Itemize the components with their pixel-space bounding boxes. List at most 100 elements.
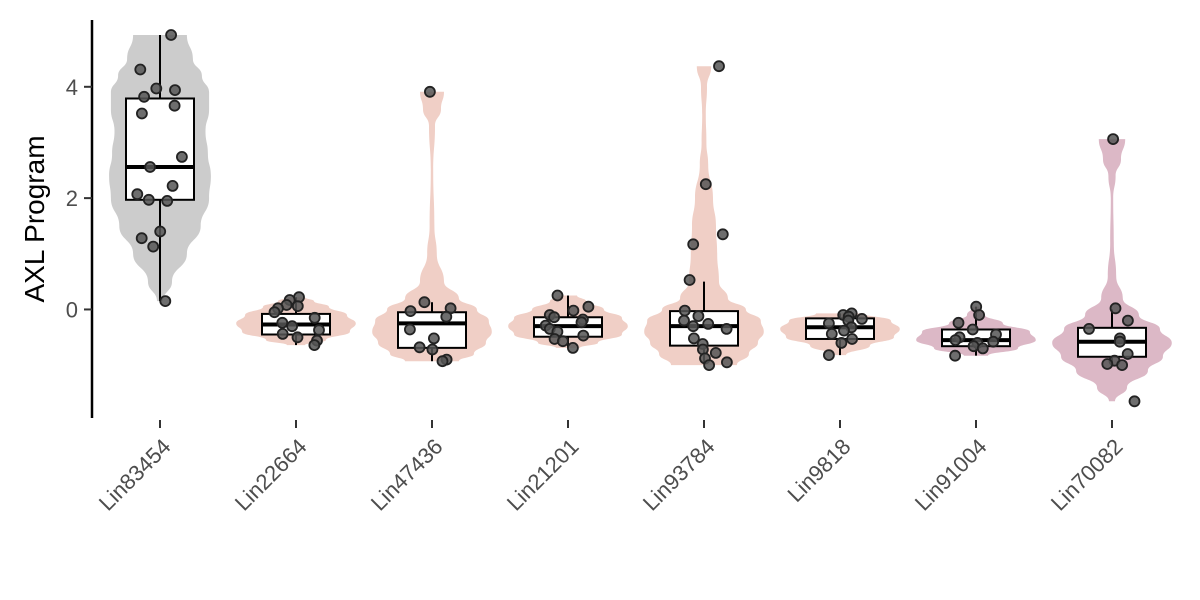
- data-point: [949, 349, 961, 362]
- x-tick-label: Lin47436: [366, 434, 448, 516]
- x-tick-label: Lin9818: [782, 434, 855, 507]
- data-point: [687, 320, 700, 333]
- data-point: [1121, 348, 1134, 360]
- data-point: [135, 232, 148, 245]
- y-tick-label: 0: [66, 297, 78, 322]
- x-axis-ticks: Lin83454 Lin22664 Lin47436 Lin21201 Lin93784…: [94, 420, 1128, 516]
- y-axis-title: AXL Program: [19, 135, 50, 302]
- data-point: [291, 331, 304, 344]
- data-point: [1116, 359, 1128, 372]
- y-axis-ticks: 0 2 4: [66, 75, 92, 322]
- y-tick-label: 2: [66, 186, 78, 211]
- data-point: [835, 336, 848, 349]
- x-tick-label: Lin21201: [502, 434, 584, 516]
- violin-layer: [109, 35, 1172, 402]
- data-point: [403, 323, 416, 336]
- data-point: [551, 289, 564, 302]
- data-point: [313, 324, 325, 337]
- data-point: [138, 90, 151, 103]
- data-point: [567, 304, 580, 317]
- data-point: [169, 84, 181, 96]
- data-point: [134, 63, 147, 76]
- x-tick-label: Lin91004: [910, 434, 992, 516]
- data-point: [709, 346, 722, 359]
- violin-Lin47436: [372, 91, 492, 362]
- data-point: [687, 238, 700, 251]
- data-point: [699, 178, 712, 191]
- data-point: [721, 356, 733, 369]
- data-point: [440, 310, 453, 323]
- x-tick-label: Lin83454: [94, 434, 176, 516]
- data-point: [966, 323, 979, 336]
- data-point: [1083, 322, 1095, 335]
- data-point: [135, 107, 148, 120]
- data-point: [165, 29, 178, 41]
- data-point: [976, 342, 989, 355]
- data-point: [131, 188, 144, 201]
- data-point: [276, 327, 289, 340]
- data-point: [713, 60, 725, 73]
- data-point: [716, 228, 729, 241]
- data-point: [1107, 133, 1119, 146]
- data-point: [838, 324, 850, 337]
- data-point: [168, 99, 181, 112]
- data-point: [1113, 335, 1126, 348]
- data-point: [166, 179, 179, 192]
- data-point: [973, 309, 985, 321]
- data-point: [276, 316, 289, 329]
- data-point: [175, 150, 188, 163]
- data-point: [952, 316, 965, 329]
- data-point: [1101, 358, 1114, 370]
- data-point: [692, 310, 705, 323]
- data-point: [286, 320, 299, 333]
- data-point: [846, 333, 858, 345]
- data-point: [161, 194, 174, 207]
- box-Lin83454: [125, 97, 195, 201]
- data-point: [291, 300, 304, 313]
- data-point: [418, 296, 431, 309]
- data-point: [548, 311, 560, 324]
- data-point: [678, 314, 690, 327]
- data-point: [825, 327, 838, 340]
- data-point: [567, 341, 579, 354]
- data-point: [159, 295, 172, 308]
- data-point: [582, 300, 595, 313]
- data-point: [268, 306, 281, 319]
- data-point: [1128, 395, 1141, 408]
- data-point: [142, 193, 155, 206]
- data-point: [703, 359, 715, 372]
- x-tick-label: Lin22664: [230, 434, 312, 516]
- x-tick-label: Lin70082: [1046, 434, 1128, 516]
- data-point: [308, 311, 321, 324]
- data-point: [147, 240, 160, 253]
- data-point: [150, 82, 163, 95]
- data-point: [1109, 302, 1122, 315]
- data-point: [987, 335, 1000, 348]
- violin-Lin93784: [644, 66, 764, 366]
- data-point: [404, 305, 417, 318]
- data-point: [683, 274, 696, 286]
- y-tick-label: 4: [66, 75, 78, 100]
- data-point: [436, 355, 449, 368]
- data-point: [575, 316, 588, 329]
- data-point: [154, 225, 167, 238]
- data-point: [678, 304, 691, 317]
- data-point: [144, 161, 157, 173]
- points-layer: [131, 29, 1141, 408]
- data-point: [823, 317, 835, 330]
- data-point: [426, 343, 439, 356]
- data-point: [823, 349, 835, 362]
- data-point: [557, 335, 569, 348]
- x-tick-label: Lin93784: [638, 434, 720, 516]
- data-point: [702, 317, 715, 330]
- data-point: [856, 312, 868, 325]
- data-point: [577, 329, 590, 342]
- data-point: [949, 334, 962, 347]
- data-point: [427, 332, 440, 345]
- data-point: [688, 332, 700, 345]
- data-point: [720, 322, 733, 335]
- data-point: [423, 85, 436, 98]
- data-point: [1122, 314, 1134, 327]
- data-point: [413, 341, 426, 354]
